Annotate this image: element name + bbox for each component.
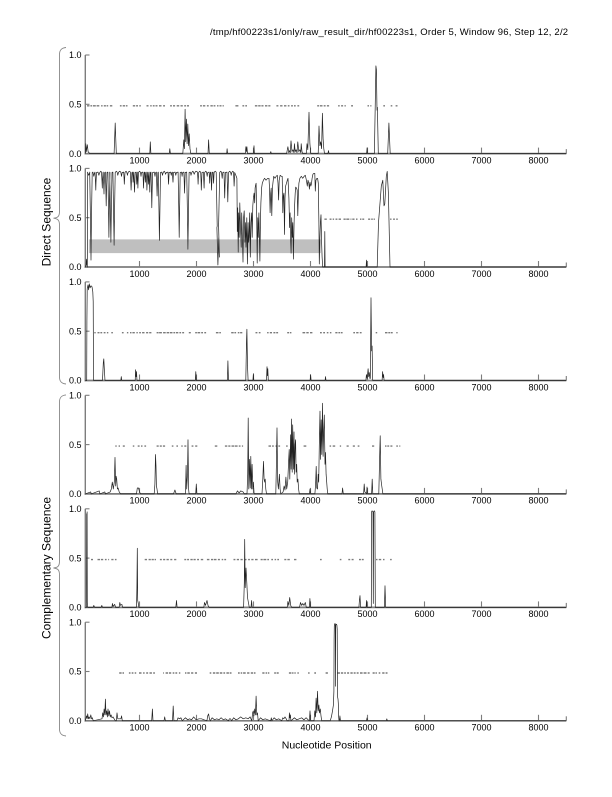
svg-text:2000: 2000	[186, 496, 206, 506]
svg-text:3000: 3000	[243, 155, 263, 165]
svg-text:2000: 2000	[186, 382, 206, 392]
svg-text:4000: 4000	[300, 723, 320, 733]
svg-text:5000: 5000	[357, 496, 377, 506]
svg-text:0.0: 0.0	[69, 376, 82, 386]
svg-text:6000: 6000	[414, 609, 434, 619]
svg-text:1000: 1000	[129, 609, 149, 619]
svg-text:1.0: 1.0	[69, 391, 82, 401]
svg-text:7000: 7000	[471, 155, 491, 165]
svg-text:4000: 4000	[300, 155, 320, 165]
svg-text:5000: 5000	[357, 382, 377, 392]
svg-text:1.0: 1.0	[69, 504, 82, 514]
svg-text:Direct Sequence: Direct Sequence	[40, 177, 54, 266]
svg-text:1000: 1000	[129, 496, 149, 506]
svg-text:8000: 8000	[528, 269, 548, 279]
svg-text:6000: 6000	[414, 723, 434, 733]
svg-text:6000: 6000	[414, 155, 434, 165]
svg-text:1.0: 1.0	[69, 277, 82, 287]
svg-text:4000: 4000	[300, 382, 320, 392]
svg-text:0.5: 0.5	[69, 440, 82, 450]
svg-text:2000: 2000	[186, 723, 206, 733]
svg-text:0.0: 0.0	[69, 489, 82, 499]
svg-text:6000: 6000	[414, 496, 434, 506]
svg-text:5000: 5000	[357, 609, 377, 619]
svg-text:1.0: 1.0	[69, 164, 82, 174]
svg-text:4000: 4000	[300, 496, 320, 506]
svg-text:6000: 6000	[414, 382, 434, 392]
svg-text:Complementary Sequence: Complementary Sequence	[40, 497, 54, 639]
svg-text:4000: 4000	[300, 269, 320, 279]
svg-text:8000: 8000	[528, 723, 548, 733]
svg-text:1000: 1000	[129, 155, 149, 165]
svg-text:/tmp/hf00223s1/only/raw_result: /tmp/hf00223s1/only/raw_result_dir/hf002…	[210, 27, 568, 38]
svg-text:3000: 3000	[243, 723, 263, 733]
svg-text:5000: 5000	[357, 155, 377, 165]
svg-text:7000: 7000	[471, 382, 491, 392]
svg-text:7000: 7000	[471, 496, 491, 506]
svg-text:4000: 4000	[300, 609, 320, 619]
svg-text:3000: 3000	[243, 382, 263, 392]
svg-text:5000: 5000	[357, 269, 377, 279]
svg-text:0.5: 0.5	[69, 213, 82, 223]
svg-text:3000: 3000	[243, 269, 263, 279]
svg-text:0.5: 0.5	[69, 100, 82, 110]
svg-text:0.0: 0.0	[69, 149, 82, 159]
svg-text:0.0: 0.0	[69, 603, 82, 613]
svg-text:0.0: 0.0	[69, 262, 82, 272]
svg-text:1.0: 1.0	[69, 617, 82, 627]
svg-text:Nucleotide Position: Nucleotide Position	[282, 740, 372, 752]
svg-text:1.0: 1.0	[69, 50, 82, 60]
svg-text:5000: 5000	[357, 723, 377, 733]
svg-text:2000: 2000	[186, 155, 206, 165]
svg-text:6000: 6000	[414, 269, 434, 279]
svg-text:2000: 2000	[186, 609, 206, 619]
svg-text:0.0: 0.0	[69, 716, 82, 726]
svg-text:3000: 3000	[243, 496, 263, 506]
svg-text:8000: 8000	[528, 382, 548, 392]
svg-text:7000: 7000	[471, 609, 491, 619]
svg-text:0.5: 0.5	[69, 667, 82, 677]
svg-text:2000: 2000	[186, 269, 206, 279]
svg-text:1000: 1000	[129, 269, 149, 279]
svg-text:8000: 8000	[528, 155, 548, 165]
svg-text:8000: 8000	[528, 609, 548, 619]
svg-text:7000: 7000	[471, 269, 491, 279]
svg-text:0.5: 0.5	[69, 326, 82, 336]
svg-text:7000: 7000	[471, 723, 491, 733]
svg-text:3000: 3000	[243, 609, 263, 619]
svg-text:0.5: 0.5	[69, 553, 82, 563]
svg-text:1000: 1000	[129, 723, 149, 733]
svg-text:1000: 1000	[129, 382, 149, 392]
svg-text:8000: 8000	[528, 496, 548, 506]
